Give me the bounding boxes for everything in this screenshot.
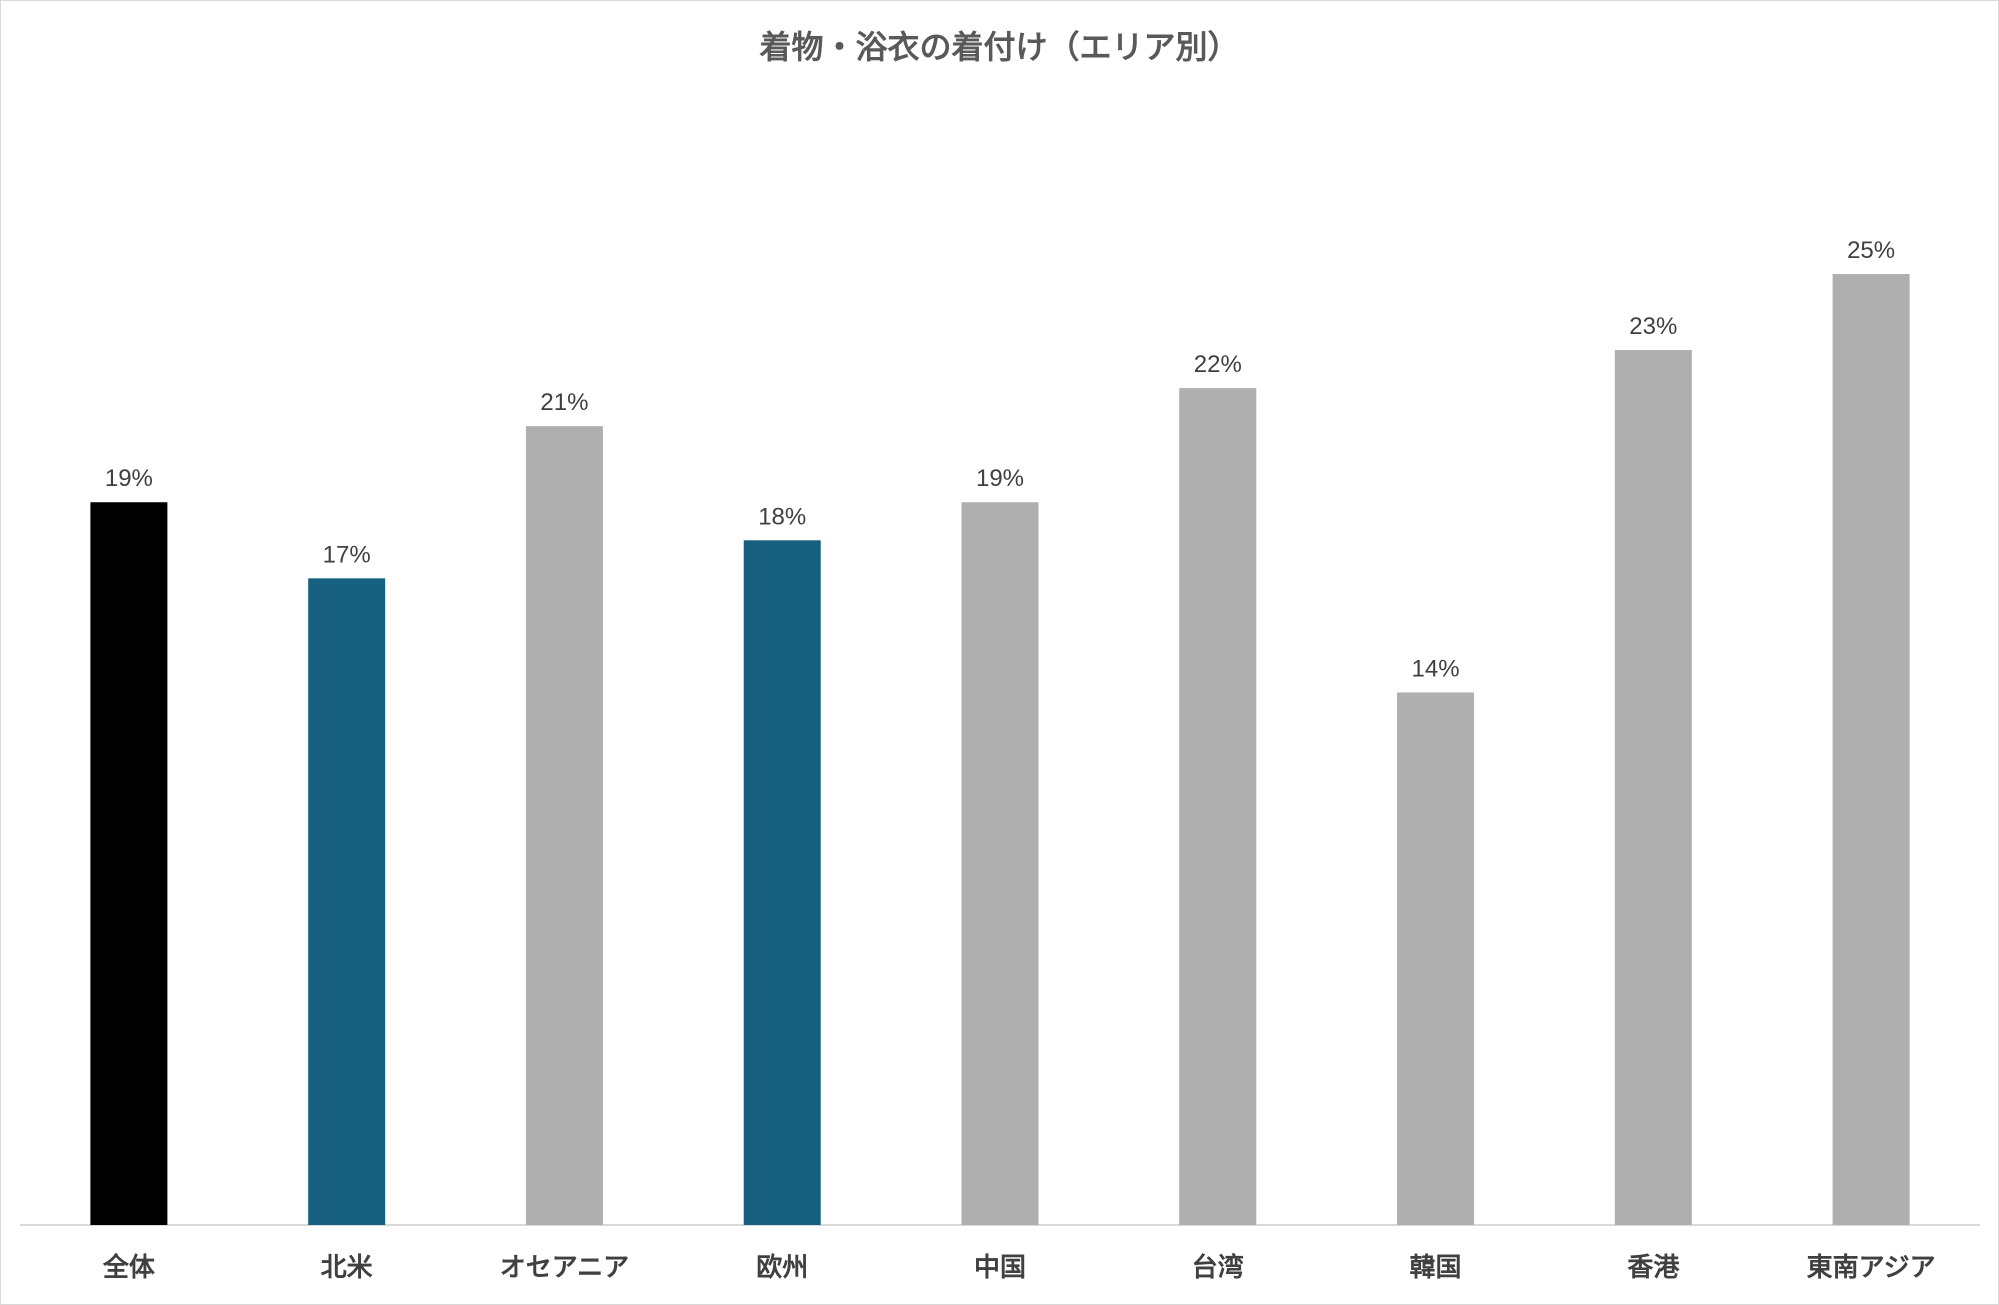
data-label-0: 19% bbox=[105, 465, 153, 492]
data-label-8: 25% bbox=[1847, 237, 1895, 264]
data-label-6: 14% bbox=[1412, 655, 1460, 682]
data-label-1: 17% bbox=[323, 541, 371, 568]
category-label-3: 欧州 bbox=[756, 1252, 808, 1283]
bar-5 bbox=[1179, 388, 1257, 1225]
bar-1 bbox=[308, 578, 386, 1225]
bar-2 bbox=[525, 426, 603, 1225]
bar-3 bbox=[743, 540, 821, 1225]
chart-title: 着物・浴衣の着付け（エリア別） bbox=[759, 28, 1240, 66]
data-label-5: 22% bbox=[1194, 351, 1242, 378]
category-label-7: 香港 bbox=[1627, 1253, 1680, 1283]
data-label-7: 23% bbox=[1629, 313, 1677, 340]
category-label-6: 韓国 bbox=[1410, 1253, 1462, 1283]
data-label-2: 21% bbox=[540, 389, 588, 416]
data-label-4: 19% bbox=[976, 465, 1024, 492]
category-label-0: 全体 bbox=[102, 1252, 156, 1283]
bar-6 bbox=[1397, 692, 1475, 1225]
data-label-3: 18% bbox=[758, 503, 806, 530]
category-label-4: 中国 bbox=[974, 1253, 1026, 1283]
bar-0 bbox=[90, 502, 168, 1225]
bar-4 bbox=[961, 502, 1039, 1225]
bar-7 bbox=[1614, 350, 1692, 1226]
category-label-2: オセアニア bbox=[500, 1253, 629, 1283]
category-label-8: 東南アジア bbox=[1807, 1253, 1936, 1283]
bar-8 bbox=[1832, 274, 1910, 1225]
category-label-5: 台湾 bbox=[1192, 1252, 1244, 1283]
category-label-1: 北米 bbox=[321, 1253, 373, 1283]
